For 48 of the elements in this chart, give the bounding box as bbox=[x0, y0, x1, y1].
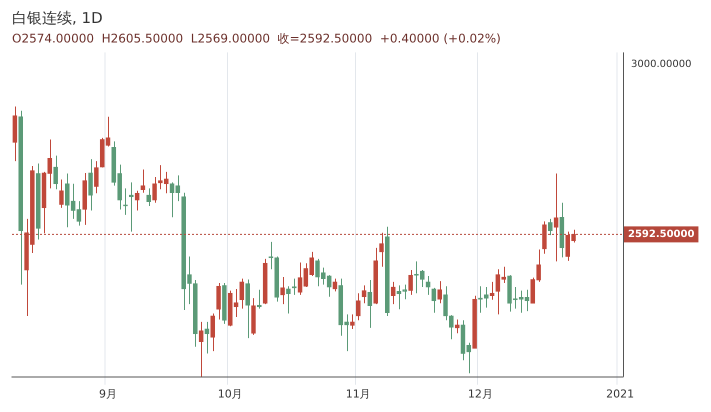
x-tick-label: 12月 bbox=[468, 387, 493, 400]
x-tick-label: 10月 bbox=[218, 387, 243, 400]
candlestick bbox=[216, 282, 221, 320]
candlestick bbox=[256, 289, 262, 310]
candlestick bbox=[198, 321, 204, 377]
candlestick bbox=[140, 168, 146, 194]
candlestick bbox=[332, 278, 338, 292]
candlestick bbox=[368, 280, 372, 328]
text: 2592.50000 bbox=[628, 228, 694, 240]
candlestick bbox=[53, 155, 58, 190]
candlestick bbox=[76, 200, 82, 226]
candlestick bbox=[176, 174, 180, 202]
candlestick bbox=[437, 280, 442, 304]
chart-title: 白银连续, 1D bbox=[12, 8, 103, 27]
chart-subtitle: O2574.00000 H2605.50000 L2569.00000 收=2592.50000 +0.40000 (+0.02%) bbox=[12, 31, 501, 46]
candlestick bbox=[146, 188, 152, 206]
candlestick bbox=[390, 281, 396, 305]
candlestick bbox=[490, 281, 494, 300]
candlestick bbox=[128, 182, 134, 232]
candlestick bbox=[187, 256, 192, 305]
candlestick bbox=[286, 286, 291, 314]
candlestick bbox=[408, 270, 413, 296]
candlestick bbox=[280, 276, 285, 305]
x-tick-label: 2021 bbox=[606, 387, 634, 400]
candlestick bbox=[449, 314, 454, 340]
text: 3000.00000 bbox=[631, 58, 692, 70]
candlestick bbox=[298, 262, 302, 296]
candlestick bbox=[134, 190, 140, 212]
candlestick bbox=[152, 176, 157, 204]
candlestick bbox=[245, 278, 250, 339]
candlestick bbox=[432, 287, 436, 314]
candlestick bbox=[443, 286, 448, 321]
candlestick bbox=[362, 284, 366, 304]
candlestick bbox=[548, 218, 553, 236]
candlestick bbox=[240, 278, 244, 310]
candlestick bbox=[524, 289, 530, 312]
candlestick bbox=[210, 313, 216, 352]
candlestick bbox=[356, 292, 361, 321]
candlestick bbox=[88, 158, 93, 212]
candlestick bbox=[426, 275, 430, 296]
candlestick bbox=[170, 182, 174, 218]
candlestick bbox=[204, 321, 210, 354]
x-tick-label: 11月 bbox=[346, 387, 371, 400]
candlestick bbox=[350, 314, 355, 330]
candlestick bbox=[123, 188, 128, 216]
candlestick bbox=[59, 178, 64, 208]
candlestick bbox=[94, 160, 99, 194]
x-tick-label: 9月 bbox=[99, 387, 118, 400]
